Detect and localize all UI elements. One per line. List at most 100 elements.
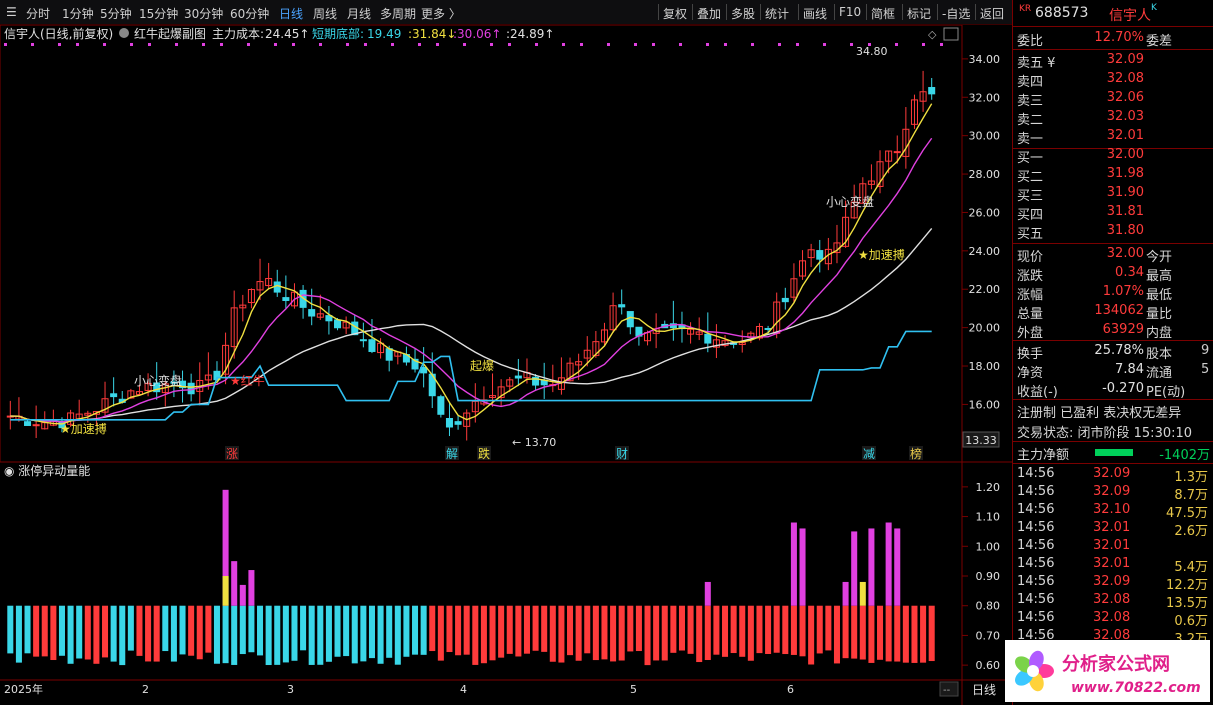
sub-label: 0.60 [976, 659, 1001, 672]
candle-body [799, 260, 807, 277]
volume-bar [196, 605, 203, 660]
settings-icon[interactable] [119, 28, 129, 38]
volume-bar [15, 605, 22, 663]
tick-row: 14:56 32.09 8.7万 [1017, 484, 1208, 503]
candle-body [67, 412, 75, 425]
volume-bar [308, 605, 315, 665]
tab-9[interactable]: 多周期 [380, 7, 417, 21]
tab-4[interactable]: 30分钟 [184, 7, 224, 21]
volume-bar [816, 605, 823, 654]
volume-bar [93, 605, 100, 664]
low-annotation: ← 13.70 [512, 436, 556, 449]
toolbar-btn-6[interactable]: 简框 [871, 7, 896, 21]
event-marker: 榜 [910, 446, 922, 461]
current-price-tag: 13.33 [965, 434, 997, 447]
toolbar-btn-3[interactable]: 统计 [765, 7, 790, 21]
signal-dot [508, 43, 511, 46]
time-label: 2 [142, 683, 149, 696]
signal-dot [130, 43, 133, 46]
signal-dot [679, 43, 682, 46]
sub-label: 0.70 [976, 629, 1001, 642]
event-marker: 财 [616, 447, 628, 461]
candle-body [454, 421, 462, 425]
volume-spike [239, 584, 246, 606]
ma-white-value: :24.89↑ [506, 27, 554, 41]
candle-body [790, 278, 798, 298]
tab-7[interactable]: 周线 [313, 7, 338, 21]
signal-dot [580, 43, 583, 46]
signal-dot [652, 43, 655, 46]
divider [658, 4, 659, 20]
toolbar-btn-0[interactable]: 复权 [663, 7, 688, 21]
volume-bar [170, 605, 177, 662]
divider [834, 4, 835, 20]
toolbar-btn-8[interactable]: -自选 [942, 7, 971, 21]
volume-bar [67, 605, 74, 664]
candle-body [437, 396, 445, 415]
candle-body [265, 278, 273, 287]
volume-bar [446, 605, 453, 653]
tab-0[interactable]: 分时 [26, 7, 51, 21]
volume-bar [360, 605, 367, 662]
candle-body [325, 315, 333, 322]
toolbar-btn-4[interactable]: 画线 [803, 7, 828, 21]
menu-icon[interactable]: ☰ [6, 5, 17, 19]
tab-1[interactable]: 1分钟 [62, 7, 94, 21]
candle-body [506, 379, 514, 387]
stat-row: 外盘 63929 内盘 [1017, 322, 1173, 341]
volume-bar [205, 605, 212, 653]
candle-body [575, 361, 583, 366]
tab-5[interactable]: 60分钟 [230, 7, 270, 21]
volume-bar [782, 605, 789, 655]
candle-body [24, 421, 32, 426]
cost-label: 主力成本: [212, 27, 264, 41]
volume-bar [833, 605, 840, 664]
candle-body [101, 398, 109, 413]
volume-bar [274, 605, 281, 665]
period-label: 日线 [972, 683, 996, 697]
tab-6[interactable]: 日线 [279, 7, 304, 21]
toolbar-btn-2[interactable]: 多股 [731, 7, 756, 21]
volume-bar [145, 605, 152, 662]
volume-spike [842, 581, 849, 606]
volume-bar [618, 605, 625, 661]
volume-bar [127, 605, 134, 651]
candle-body [566, 362, 574, 382]
volume-bar [58, 605, 65, 656]
candle-body [230, 307, 238, 348]
signal-dot [607, 43, 610, 46]
site-logo: 分析家公式网 www.70822.com [1005, 640, 1210, 702]
toolbar-btn-1[interactable]: 叠加 [697, 7, 722, 21]
candle-body [92, 411, 100, 415]
time-label: 5 [630, 683, 637, 696]
candle-body [127, 390, 135, 399]
tab-10[interactable]: 更多 〉 [421, 7, 461, 21]
candle-body [514, 375, 522, 379]
candle-body [144, 382, 152, 391]
volume-bar [265, 605, 272, 666]
volume-bar [394, 605, 401, 665]
candle-body [84, 412, 92, 416]
tab-3[interactable]: 15分钟 [139, 7, 179, 21]
volume-bar [231, 605, 238, 665]
high-annotation: 34.80 [856, 45, 888, 58]
tab-2[interactable]: 5分钟 [100, 7, 132, 21]
buy-row: 买二 31.98 [1017, 166, 1144, 185]
signal-dot [76, 43, 79, 46]
toolbar-btn-7[interactable]: 标记 [907, 7, 932, 21]
event-marker: 跌 [478, 446, 490, 461]
volume-bar [567, 605, 574, 656]
main-chart[interactable]: 信宇人(日线,前复权) 红牛起爆副图 主力成本: 24.45↑ 短期底部: 19.49:3… [0, 24, 1012, 705]
marker-box [225, 446, 239, 460]
collapse-icon[interactable] [943, 27, 959, 41]
volume-bar [282, 605, 289, 663]
tab-8[interactable]: 月线 [347, 7, 372, 21]
volume-bar [635, 605, 642, 652]
candle-body [411, 358, 419, 370]
toolbar-btn-9[interactable]: 返回 [980, 7, 1005, 21]
scroll-button[interactable] [939, 681, 959, 697]
volume-bar [102, 605, 109, 658]
sub-label: 0.90 [976, 570, 1001, 583]
divider [798, 4, 799, 20]
toolbar-btn-5[interactable]: F10 [839, 5, 862, 19]
